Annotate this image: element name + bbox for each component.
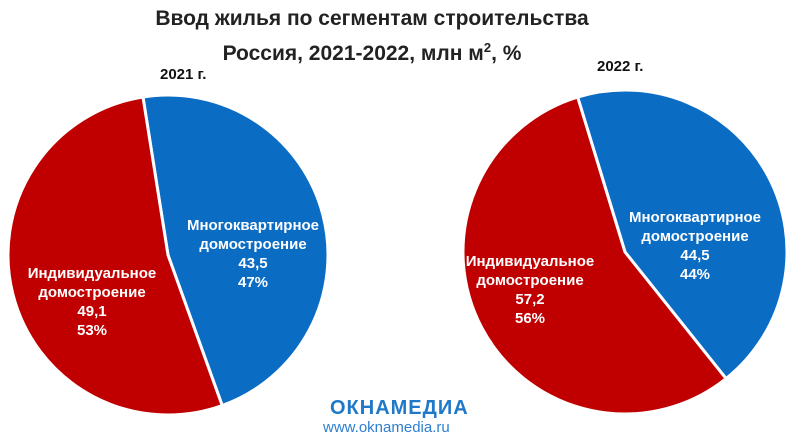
watermark-url: www.oknamedia.ru	[323, 419, 450, 436]
pie-2022-individual-segment-name-1: Индивидуальное	[466, 253, 595, 270]
pie-2021-apartment-segment-name-2: домостроение	[199, 236, 306, 253]
pie-2021-title: 2021 г.	[160, 66, 207, 83]
title-superscript: 2	[483, 40, 492, 55]
pie-2021-individual-segment-value: 49,1	[77, 303, 106, 320]
watermark-brand: ОКНАМЕДИА	[330, 397, 469, 419]
pie-2021-individual-segment-name-1: Индивидуальное	[28, 265, 157, 282]
pie-2022-apartment-segment-value: 44,5	[680, 247, 709, 264]
pie-2021-slice-individual	[6, 95, 224, 417]
title-line-2-suffix: , %	[491, 42, 522, 65]
watermark-logo: ОКНАМЕДИА	[330, 397, 469, 420]
pie-2021-apartment-segment-value: 43,5	[238, 255, 267, 272]
pie-2022-slice-apartment	[576, 88, 789, 381]
title-line-2-text: Россия, 2021-2022, млн м	[222, 42, 484, 65]
pie-2022-individual-segment-name-2: домостроение	[476, 272, 583, 289]
pie-2021-apartment-segment-percent: 47%	[238, 274, 268, 291]
pie-2021-label-apartment: Многоквартирное домостроение 43,5 47%	[187, 217, 319, 291]
chart-title: Ввод жилья по сегментам строительства Ро…	[0, 4, 744, 68]
pie-2022-individual-segment-value: 57,2	[515, 291, 544, 308]
pie-2021-individual-segment-name-2: домостроение	[38, 284, 145, 301]
chart-title-line-2: Россия, 2021-2022, млн м2, %	[0, 33, 744, 68]
pie-2021-slice-apartment	[141, 93, 330, 408]
chart-title-line-1: Ввод жилья по сегментам строительства	[155, 7, 589, 30]
pie-2022-apartment-segment-name-1: Многоквартирное	[629, 209, 761, 226]
pie-2022-slice-individual	[461, 95, 728, 416]
pie-2022-title: 2022 г.	[597, 58, 644, 75]
pie-2021-apartment-segment-name-1: Многоквартирное	[187, 217, 319, 234]
pie-2022-label-individual: Индивидуальное домостроение 57,2 56%	[466, 253, 595, 327]
pie-2022-apartment-segment-percent: 44%	[680, 266, 710, 283]
pie-2022-label-apartment: Многоквартирное домостроение 44,5 44%	[629, 209, 761, 283]
pie-2021-label-individual: Индивидуальное домостроение 49,1 53%	[28, 265, 157, 339]
pie-2022-apartment-segment-name-2: домостроение	[641, 228, 748, 245]
pie-2022-individual-segment-percent: 56%	[515, 310, 545, 327]
pie-2021-individual-segment-percent: 53%	[77, 322, 107, 339]
